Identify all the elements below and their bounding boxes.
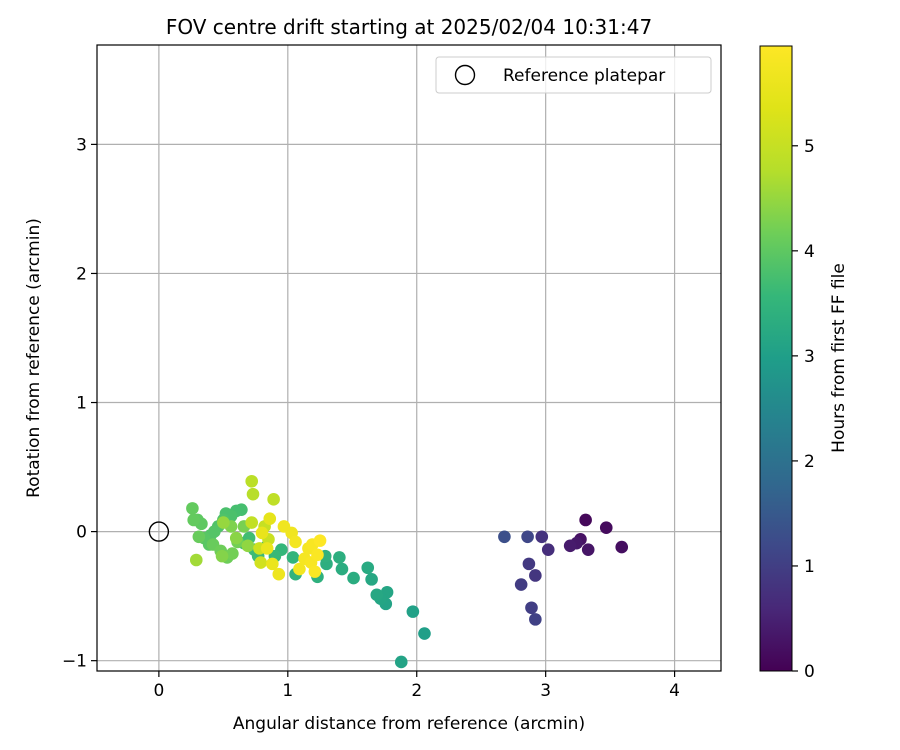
data-point [563,539,577,553]
data-point [579,513,592,527]
data-point [541,543,555,556]
plot-frame [96,44,722,672]
x-axis-label: Angular distance from reference (arcmin) [233,714,585,734]
data-point [525,601,538,615]
reference-marker [148,521,170,542]
data-point [286,551,300,564]
data-point [418,627,431,640]
y-tick-label: 3 [76,135,87,155]
data-point [267,493,280,506]
data-point [293,562,306,576]
x-tick-label: 1 [282,681,293,701]
data-point [599,521,613,535]
legend-marker-icon [454,64,476,86]
data-point [246,487,260,501]
y-tick-label: 1 [76,394,87,414]
data-point [514,578,528,591]
data-points [186,474,629,669]
y-axis-ticks: −1 0 1 2 3 [62,135,97,672]
colorbar-label: Hours from first FF file [829,263,849,453]
plot-area [97,45,721,671]
data-point [266,557,279,571]
data-point [529,569,542,582]
colorbar-tick-label: 2 [804,452,815,472]
data-point [187,513,200,527]
data-point [308,565,322,578]
data-point [186,502,199,515]
y-tick-label: −1 [62,652,87,672]
y-tick-label: 0 [76,523,87,543]
x-tick-label: 3 [540,681,551,701]
data-point [241,539,255,553]
colorbar-tick-label: 3 [804,347,815,367]
colorbar-tick-label: 4 [804,242,815,262]
data-point [361,561,375,575]
data-point [189,553,203,567]
data-point [529,613,542,626]
data-point [311,548,324,562]
data-point [394,655,408,669]
legend-box [435,56,712,94]
data-point [406,605,420,618]
legend: Reference platepar [435,56,712,94]
data-point [333,551,346,564]
data-point [347,571,360,585]
colorbar: 0 1 2 3 4 5 Hours from first FF file [759,45,849,682]
data-point [254,556,268,569]
data-point [263,512,277,525]
legend-label: Reference platepar [503,66,665,86]
x-axis-ticks: 0 1 2 3 4 [153,671,680,701]
colorbar-tick-label: 1 [804,557,815,577]
data-point [581,543,595,556]
data-point [370,588,384,602]
data-point [245,516,259,529]
data-point [498,530,511,544]
chart-title: FOV centre drift starting at 2025/02/04 … [166,15,652,39]
data-point [229,531,243,545]
data-point [535,530,549,544]
colorbar-gradient [759,45,793,672]
grid [97,45,721,671]
data-point [217,516,230,529]
y-axis-label: Rotation from reference (arcmin) [24,218,44,498]
data-point [313,534,327,547]
data-point [260,542,274,555]
data-point [521,530,534,544]
data-point [245,474,259,488]
data-point [335,562,349,576]
data-point [615,540,629,554]
x-tick-label: 0 [153,681,164,701]
y-tick-label: 2 [76,264,87,284]
data-point [226,547,239,560]
data-point [365,573,378,586]
data-point [255,526,269,540]
data-point [289,535,302,549]
data-point [192,530,206,544]
colorbar-ticks: 0 1 2 3 4 5 [792,137,815,682]
data-point [272,567,286,581]
data-point [215,549,229,563]
x-tick-label: 4 [669,681,680,701]
colorbar-tick-label: 0 [804,662,815,682]
reference-marker-group [148,521,170,542]
data-point [522,557,536,571]
x-tick-label: 2 [411,681,422,701]
colorbar-tick-label: 5 [804,137,815,157]
